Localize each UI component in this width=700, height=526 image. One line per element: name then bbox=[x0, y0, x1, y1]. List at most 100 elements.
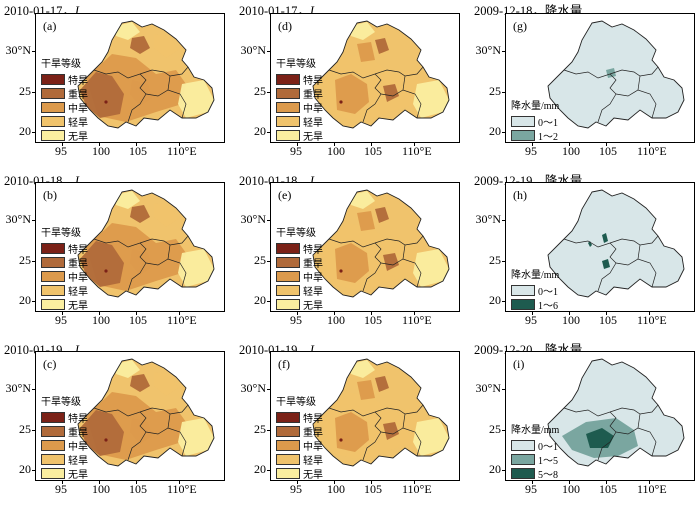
y-tick-label: 30°N bbox=[475, 43, 501, 57]
province-border bbox=[139, 235, 189, 246]
legend-item: 无旱 bbox=[276, 466, 323, 480]
panel-label-i: (i) bbox=[513, 357, 525, 371]
legend-label: 1～6 bbox=[538, 300, 558, 312]
x-tick-mark bbox=[371, 143, 372, 146]
province-border bbox=[597, 262, 617, 292]
x-tick-mark bbox=[532, 143, 533, 146]
x-tick-label: 105 bbox=[364, 482, 382, 496]
legend-swatch bbox=[511, 129, 535, 141]
map-panel-e: (e) 干旱等级 特旱 重旱 中旱 轻旱 无旱 bbox=[270, 182, 460, 312]
legend-swatch bbox=[41, 115, 65, 127]
province-border bbox=[563, 69, 617, 95]
map-panel-c: (c) 干旱等级 特旱 重旱 中旱 轻旱 无旱 bbox=[35, 351, 225, 481]
drought-patch bbox=[154, 372, 178, 396]
extreme-spot bbox=[339, 438, 343, 442]
panel-label-d: (d) bbox=[278, 19, 292, 33]
province-border bbox=[615, 427, 657, 457]
x-tick-label: 110°E bbox=[402, 313, 432, 327]
map-panel-h: (h) 降水量/mm 0～1 1～6 bbox=[505, 182, 695, 312]
legend-label: 特旱 bbox=[303, 75, 323, 87]
map-svg-d bbox=[312, 20, 450, 129]
y-tick-mark bbox=[502, 430, 505, 431]
legend-item: 无旱 bbox=[41, 297, 88, 311]
precip-patch bbox=[602, 233, 608, 243]
drought-patch bbox=[130, 80, 152, 106]
province-border bbox=[362, 431, 382, 461]
province-border bbox=[374, 66, 424, 77]
legend-item: 中旱 bbox=[41, 100, 88, 115]
y-tick-mark bbox=[32, 430, 35, 431]
legend-item: 轻旱 bbox=[276, 114, 323, 129]
panel-label-e: (e) bbox=[278, 188, 292, 202]
legend-swatch bbox=[276, 453, 300, 465]
x-tick-label: 105 bbox=[599, 482, 617, 496]
legend-swatch bbox=[511, 284, 535, 296]
drought-patch bbox=[80, 72, 124, 118]
map-panel-d: (d) 干旱等级 特旱 重旱 中旱 轻旱 无旱 bbox=[270, 13, 460, 143]
legend-label: 特旱 bbox=[303, 244, 323, 256]
legend-item: 特旱 bbox=[41, 72, 88, 87]
x-tick-mark bbox=[414, 312, 415, 315]
legend-swatch bbox=[511, 467, 535, 479]
legend-item: 轻旱 bbox=[41, 283, 88, 298]
legend-label: 中旱 bbox=[68, 441, 88, 453]
legend-swatch bbox=[276, 87, 300, 99]
region-outline bbox=[77, 358, 215, 467]
y-tick-mark bbox=[32, 261, 35, 262]
x-tick-mark bbox=[334, 312, 335, 315]
x-tick-label: 95 bbox=[290, 144, 302, 158]
drought-patch bbox=[375, 207, 389, 223]
province-border bbox=[615, 89, 657, 119]
x-tick-mark bbox=[606, 481, 607, 484]
legend-item: 中旱 bbox=[41, 438, 88, 453]
legend-item: 轻旱 bbox=[41, 114, 88, 129]
y-tick-mark bbox=[267, 92, 270, 93]
map-panel-i: (i) 降水量/mm 0～1 1～5 5～8 bbox=[505, 351, 695, 481]
y-tick-mark bbox=[267, 220, 270, 221]
legend-swatch bbox=[41, 242, 65, 254]
legend-label: 重旱 bbox=[303, 258, 323, 270]
legend-item: 特旱 bbox=[41, 241, 88, 256]
drought-patch bbox=[375, 38, 389, 54]
y-tick-mark bbox=[502, 470, 505, 471]
map-panel-g: (g) 降水量/mm 0～1 1～2 bbox=[505, 13, 695, 143]
legend-title: 干旱等级 bbox=[276, 228, 316, 239]
province-border bbox=[637, 244, 641, 260]
panel-label-f: (f) bbox=[278, 357, 290, 371]
legend-label: 中旱 bbox=[68, 103, 88, 115]
region-outline bbox=[547, 20, 685, 129]
legend-label: 轻旱 bbox=[303, 286, 323, 298]
map-fill-group bbox=[313, 359, 449, 466]
legend-item: 特旱 bbox=[276, 410, 323, 425]
x-tick-mark bbox=[569, 312, 570, 315]
y-tick-label: 20 bbox=[19, 462, 31, 476]
legend-swatch bbox=[41, 284, 65, 296]
province-border bbox=[127, 431, 147, 461]
legend-swatch bbox=[276, 270, 300, 282]
region-base bbox=[548, 21, 684, 128]
drought-patch bbox=[116, 191, 140, 209]
legend-swatch bbox=[511, 115, 535, 127]
y-tick-mark bbox=[32, 220, 35, 221]
map-panel-b: (b) 干旱等级 特旱 重旱 中旱 轻旱 无旱 bbox=[35, 182, 225, 312]
legend-swatch bbox=[276, 242, 300, 254]
legend-item: 1～6 bbox=[511, 297, 559, 311]
legend-label: 轻旱 bbox=[68, 117, 88, 129]
province-border bbox=[609, 235, 659, 246]
precip-patch bbox=[586, 428, 614, 448]
panel-label-h: (h) bbox=[513, 188, 527, 202]
x-tick-mark bbox=[414, 481, 415, 484]
province-border bbox=[139, 66, 189, 77]
map-fill-group bbox=[548, 359, 684, 466]
x-tick-mark bbox=[569, 481, 570, 484]
x-tick-mark bbox=[649, 481, 650, 484]
province-border bbox=[380, 89, 422, 119]
legend-g: 降水量/mm 0～1 1～2 bbox=[511, 97, 559, 142]
y-tick-label: 30°N bbox=[5, 381, 31, 395]
legend-item: 1～5 bbox=[511, 452, 559, 467]
drought-patch bbox=[130, 374, 150, 392]
panel-label-b: (b) bbox=[43, 188, 57, 202]
drought-patch bbox=[351, 191, 375, 209]
legend-title: 干旱等级 bbox=[41, 59, 81, 70]
panel-label-c: (c) bbox=[43, 357, 57, 371]
